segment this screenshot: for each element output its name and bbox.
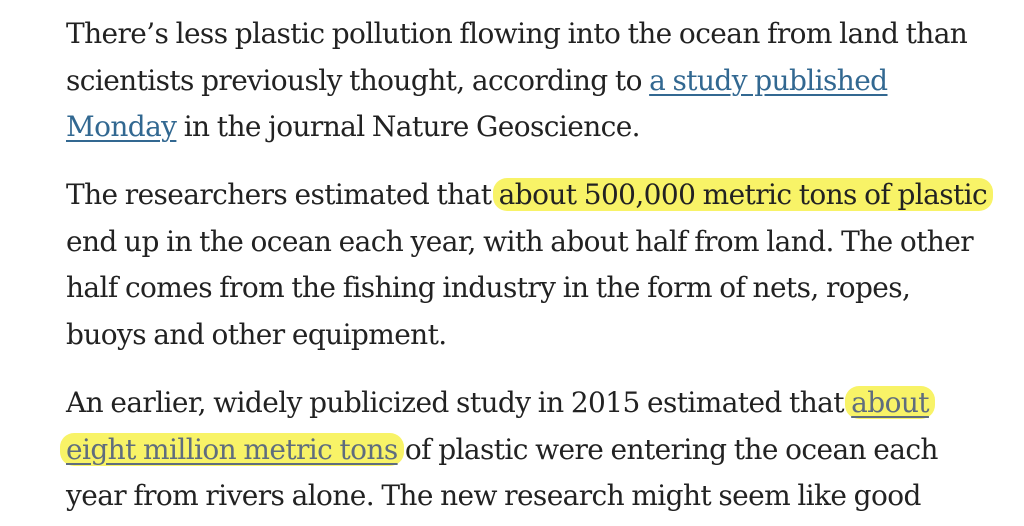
text-span: end up in the ocean each year, with abou…: [66, 224, 974, 258]
highlighted-text: about 500,000 metric tons of plastic: [492, 178, 994, 211]
paragraph-1: There’s less plastic pollution flowing i…: [66, 11, 1016, 151]
text-line: buoys and other equipment.: [66, 312, 1016, 359]
study-link[interactable]: a study published: [649, 63, 888, 97]
paragraph-2: The researchers estimated that about 500…: [66, 172, 1016, 358]
highlighted-link[interactable]: about: [845, 386, 935, 419]
text-line: scientists previously thought, according…: [66, 58, 1016, 105]
text-line: year from rivers alone. The new research…: [66, 473, 1016, 520]
text-span: There’s less plastic pollution flowing i…: [66, 17, 968, 50]
text-span: buoys and other equipment.: [66, 317, 447, 351]
highlighted-link-continued[interactable]: eight million metric tons: [60, 432, 404, 466]
text-line: The researchers estimated that about 500…: [66, 172, 1016, 219]
text-line: half comes from the fishing industry in …: [66, 265, 1016, 312]
text-span: half comes from the fishing industry in …: [66, 271, 911, 304]
text-span: of plastic were entering the ocean each: [397, 432, 939, 466]
text-span: An earlier, widely publicized study in 2…: [66, 386, 852, 419]
study-link-continued[interactable]: Monday: [66, 110, 177, 143]
text-span: scientists previously thought, according…: [66, 63, 650, 97]
text-line: An earlier, widely publicized study in 2…: [66, 380, 1016, 427]
text-line: Monday in the journal Nature Geoscience.: [66, 104, 1016, 151]
text-line: eight million metric tons of plastic wer…: [60, 427, 1016, 474]
paragraph-3: An earlier, widely publicized study in 2…: [60, 380, 1016, 520]
text-span: in the journal Nature Geoscience.: [176, 110, 641, 143]
text-span: The researchers estimated that: [66, 178, 499, 211]
text-line: There’s less plastic pollution flowing i…: [66, 11, 1016, 58]
text-line: end up in the ocean each year, with abou…: [66, 219, 1016, 266]
text-span: year from rivers alone. The new research…: [66, 479, 921, 512]
